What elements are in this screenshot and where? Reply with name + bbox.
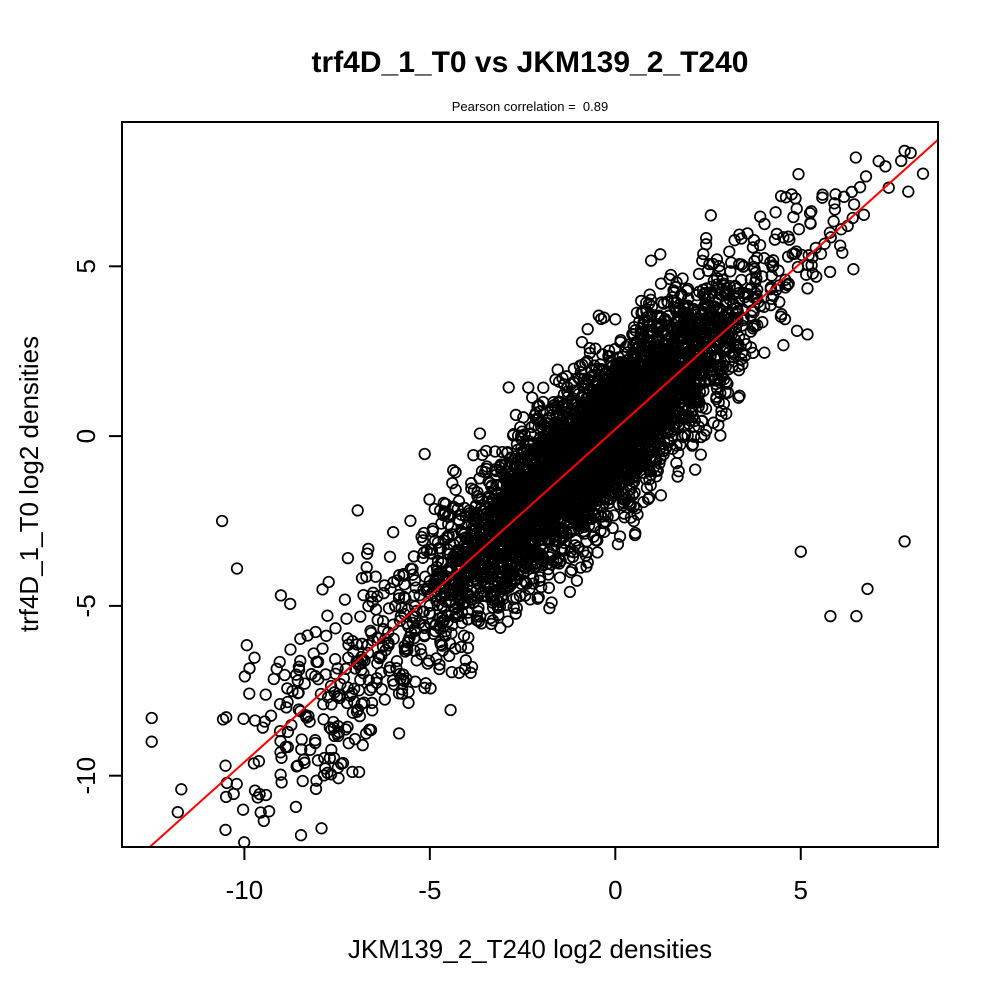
svg-text:5: 5: [794, 875, 808, 905]
svg-text:-5: -5: [71, 594, 101, 617]
chart-subtitle-pearson-correlation: Pearson correlation = 0.89: [452, 99, 608, 114]
svg-text:5: 5: [71, 259, 101, 273]
x-axis-ticks: -10 -5 0 5: [226, 847, 808, 905]
data-points: [145, 144, 930, 849]
x-axis-label: JKM139_2_T240 log2 densities: [348, 934, 712, 964]
svg-text:-10: -10: [71, 757, 101, 795]
svg-text:-10: -10: [226, 875, 264, 905]
svg-text:0: 0: [608, 875, 622, 905]
chart-title: trf4D_1_T0 vs JKM139_2_T240: [312, 46, 749, 79]
plot-box: [121, 121, 939, 848]
y-axis-label: trf4D_1_T0 log2 densities: [14, 336, 44, 632]
y-axis-ticks: -10 -5 0 5: [71, 259, 122, 794]
fit-line-group: [149, 139, 939, 848]
svg-text:-5: -5: [418, 875, 441, 905]
svg-text:0: 0: [71, 429, 101, 443]
